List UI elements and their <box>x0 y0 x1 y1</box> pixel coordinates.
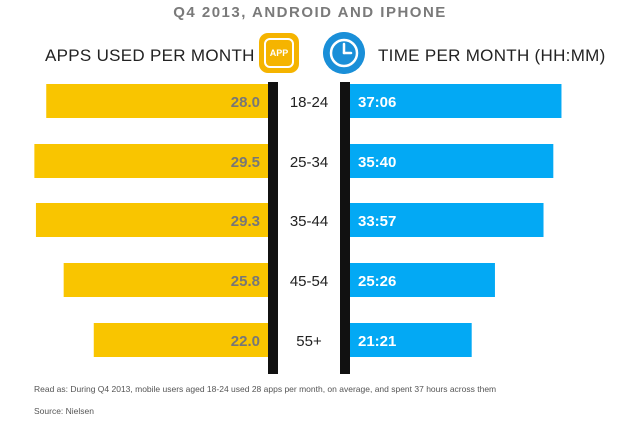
source-note: Source: Nielsen <box>34 406 95 416</box>
time-value-label: 33:57 <box>358 213 396 230</box>
apps-header: APPS USED PER MONTH <box>45 46 255 65</box>
right-divider <box>340 82 350 374</box>
time-bar <box>350 203 544 237</box>
time-bar <box>350 84 562 118</box>
app-icon-label: APP <box>264 38 294 68</box>
time-value-label: 35:40 <box>358 154 396 171</box>
time-bar <box>350 263 495 297</box>
left-divider <box>268 82 278 374</box>
read-as-note: Read as: During Q4 2013, mobile users ag… <box>34 384 497 394</box>
apps-bar <box>63 263 268 297</box>
clock-icon <box>323 32 365 74</box>
apps-bar <box>35 203 268 237</box>
app-icon: APP <box>259 33 299 73</box>
apps-value-label: 29.5 <box>231 154 260 171</box>
time-bar <box>350 323 472 357</box>
apps-bar <box>46 84 268 118</box>
age-category-label: 18-24 <box>290 94 328 111</box>
chart-title: Q4 2013, ANDROID AND IPHONE <box>173 4 447 21</box>
age-category-label: 55+ <box>296 333 322 350</box>
time-value-label: 25:26 <box>358 273 396 290</box>
time-value-label: 37:06 <box>358 94 396 111</box>
time-header: TIME PER MONTH (HH:MM) <box>378 46 606 65</box>
age-category-label: 25-34 <box>290 154 328 171</box>
time-value-label: 21:21 <box>358 333 396 350</box>
apps-value-label: 28.0 <box>231 94 260 111</box>
apps-value-label: 29.3 <box>231 213 260 230</box>
apps-value-label: 22.0 <box>231 333 260 350</box>
apps-bar <box>34 144 268 178</box>
apps-value-label: 25.8 <box>231 273 260 290</box>
time-bar <box>350 144 554 178</box>
age-category-label: 45-54 <box>290 273 328 290</box>
age-category-label: 35-44 <box>290 213 328 230</box>
apps-bar <box>93 323 268 357</box>
